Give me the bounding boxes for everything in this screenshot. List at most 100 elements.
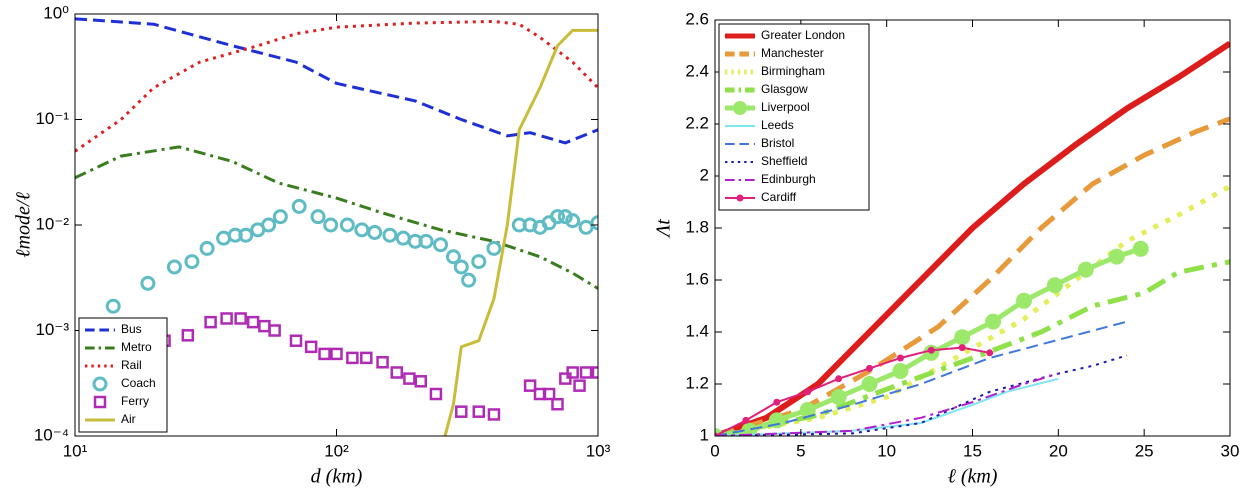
marker [318, 347, 331, 361]
y-tick-label: 2 [700, 165, 709, 184]
marker [234, 312, 247, 325]
legend-label: Glasgow [761, 82, 808, 96]
marker [830, 389, 847, 405]
marker [1077, 261, 1094, 278]
marker [472, 405, 486, 418]
marker [323, 217, 339, 233]
legend-label: Bristol [761, 136, 794, 150]
legend-label: Sheffield [761, 154, 807, 168]
marker [414, 375, 428, 388]
x-tick-label: 10¹ [63, 441, 88, 460]
marker [486, 240, 502, 256]
series-line [715, 372, 1059, 436]
y-tick-label: 2.2 [685, 113, 709, 132]
marker [557, 209, 573, 225]
marker [542, 387, 556, 401]
x-axis-label: ℓ (km) [948, 466, 998, 488]
y-tick-label: 10⁻³ [35, 320, 69, 339]
legend-label: Liverpool [761, 100, 810, 114]
plot-area [75, 17, 598, 436]
legend-swatch [92, 376, 108, 392]
x-tick-label: 10³ [586, 441, 611, 460]
legend-label: Air [121, 412, 136, 426]
legend-swatch [93, 395, 107, 409]
marker [565, 213, 581, 229]
legend-label: Manchester [761, 46, 824, 60]
marker [573, 379, 586, 392]
marker [346, 351, 359, 365]
marker [835, 375, 843, 383]
marker [238, 227, 254, 243]
legend-label: Coach [121, 376, 156, 390]
marker [1132, 240, 1149, 257]
x-tick-label: 10 [877, 441, 896, 460]
marker [390, 366, 404, 379]
marker [289, 334, 303, 347]
plot-frame [74, 13, 599, 437]
marker [291, 198, 307, 214]
legend-swatch [733, 101, 747, 115]
legend-label: Rail [121, 358, 142, 372]
marker [566, 366, 579, 379]
marker [591, 366, 598, 379]
y-tick-label: 10⁻⁴ [34, 425, 69, 444]
marker [986, 349, 994, 357]
x-tick-label: 0 [710, 441, 719, 460]
marker [403, 372, 416, 385]
x-tick-label: 30 [1221, 441, 1240, 460]
marker [958, 344, 966, 352]
marker [220, 312, 233, 325]
series-line [443, 28, 598, 436]
y-axis-label: Λt [653, 219, 675, 239]
legend-box [78, 317, 168, 433]
marker [799, 402, 816, 418]
marker [258, 319, 271, 333]
legend-label: Cardiff [761, 190, 797, 204]
marker [354, 222, 370, 238]
marker [181, 329, 195, 342]
x-tick-label: 25 [1135, 441, 1154, 460]
y-tick-label: 1 [700, 425, 709, 444]
marker [339, 217, 355, 233]
series-line [715, 40, 1230, 436]
marker [453, 259, 469, 275]
legend-label: Metro [121, 340, 152, 354]
legend-label: Bus [121, 322, 142, 336]
marker [382, 227, 398, 243]
series-line [715, 377, 1059, 436]
marker [445, 249, 461, 265]
x-tick-label: 10² [324, 441, 349, 460]
marker [376, 356, 389, 369]
marker [861, 376, 878, 392]
marker [773, 398, 781, 406]
marker [896, 354, 904, 362]
series-line [75, 145, 598, 290]
y-tick-label: 1.6 [685, 269, 709, 288]
marker [985, 313, 1002, 330]
plot-frame [714, 19, 1231, 437]
x-tick-label: 5 [796, 441, 805, 460]
y-axis-label: ℓmode/ℓ [13, 192, 35, 258]
marker [579, 366, 593, 379]
marker [105, 298, 121, 314]
marker [140, 275, 156, 291]
marker [455, 405, 468, 418]
legend-label: Greater London [761, 28, 845, 42]
marker [549, 209, 565, 225]
marker [1016, 292, 1032, 309]
marker [304, 340, 318, 354]
y-tick-label: 1.8 [685, 217, 709, 236]
x-tick-label: 20 [1049, 441, 1068, 460]
y-tick-label: 1.4 [685, 321, 709, 340]
marker [268, 324, 281, 337]
marker [461, 272, 477, 288]
marker [1046, 277, 1063, 294]
marker [204, 315, 217, 329]
marker [330, 347, 343, 361]
marker [551, 397, 564, 411]
y-tick-label: 10⁻¹ [35, 109, 69, 128]
marker [395, 230, 411, 246]
legend-swatch [736, 194, 744, 202]
marker [418, 233, 434, 249]
